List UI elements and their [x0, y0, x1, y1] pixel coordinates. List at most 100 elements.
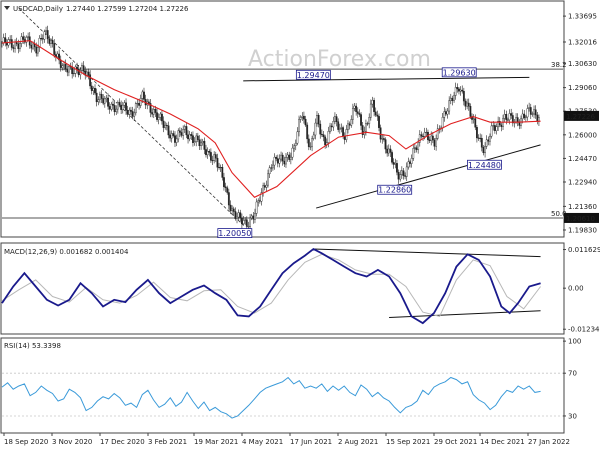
candle-up — [38, 38, 41, 48]
rsi-line — [1, 376, 541, 419]
candle-up — [528, 107, 531, 109]
candle-down — [90, 85, 93, 91]
candle-down — [112, 103, 114, 106]
x-tick-label: 3 Nov 2020 — [52, 438, 92, 446]
candle-down — [361, 125, 364, 135]
candle-down — [428, 139, 431, 142]
candle-down — [77, 69, 80, 76]
candle-up — [182, 129, 185, 136]
candle-down — [343, 135, 346, 140]
candle-up — [454, 87, 457, 96]
candle-down — [324, 136, 327, 146]
candle-up — [353, 105, 356, 109]
candle-down — [95, 92, 98, 103]
price-candles — [1, 25, 540, 231]
macd-line — [1, 247, 541, 325]
candle-up — [43, 31, 46, 40]
x-tick-label: 3 Feb 2021 — [148, 438, 187, 446]
candle-up — [381, 138, 384, 140]
candle-up — [296, 131, 299, 144]
candle-up — [449, 97, 452, 101]
candle-up — [312, 134, 315, 139]
candle-up — [410, 158, 413, 164]
y-tick-label: 1.19830 — [568, 226, 597, 234]
candle-up — [273, 156, 276, 166]
candle-up — [72, 73, 75, 75]
candle-down — [252, 215, 255, 220]
candle-up — [115, 108, 118, 113]
candle-down — [317, 115, 320, 125]
candle-up — [262, 185, 265, 193]
annotation-label: 1.29630 — [443, 68, 476, 77]
rsi-y-tick-label: 100 — [568, 338, 581, 346]
y-tick-label: 1.29060 — [568, 84, 597, 92]
candle-up — [497, 121, 500, 127]
price-trendlines — [18, 8, 541, 226]
candle-up — [85, 71, 88, 76]
x-tick-label: 4 May 2021 — [242, 438, 283, 446]
moving-average-line — [1, 40, 541, 198]
candle-up — [242, 220, 245, 225]
candle-down — [358, 113, 361, 115]
candle-down — [226, 187, 229, 193]
candle-up — [81, 65, 83, 71]
candle-up — [110, 103, 113, 110]
candle-up — [405, 166, 408, 177]
candle-down — [203, 140, 206, 150]
candle-down — [151, 112, 154, 115]
candle-down — [373, 100, 375, 113]
candle-down — [89, 74, 92, 87]
candle-down — [498, 121, 501, 126]
candle-down — [461, 89, 464, 92]
candle-down — [337, 121, 340, 130]
annotation-box — [377, 184, 413, 195]
candle-up — [206, 151, 209, 156]
candle-down — [156, 112, 158, 120]
x-tick-label: 27 Jan 2022 — [528, 438, 570, 446]
candle-down — [138, 103, 140, 106]
candle-down — [87, 71, 90, 75]
candle-down — [221, 167, 224, 178]
candle-up — [280, 154, 282, 160]
x-axis: 18 Sep 2020 3 Nov 2020 17 Dec 2020 3 Feb 20… — [3, 433, 570, 446]
candle-up — [524, 116, 527, 119]
macd-signal-line — [1, 253, 541, 317]
candle-down — [458, 88, 460, 92]
candle-up — [195, 135, 198, 142]
annotation-label: 1.20050 — [218, 229, 251, 238]
candle-up — [332, 121, 335, 128]
candle-down — [102, 98, 105, 104]
candle-down — [379, 127, 382, 140]
candle-down — [172, 133, 175, 136]
candle-up — [267, 173, 269, 186]
x-tick-label: 2 Aug 2021 — [338, 438, 378, 446]
rsi-series — [1, 376, 541, 419]
candle-down — [239, 212, 242, 219]
candle-up — [446, 110, 449, 115]
candle-down — [174, 135, 176, 143]
candle-down — [100, 93, 103, 99]
macd-trendline — [313, 248, 541, 258]
candle-up — [260, 192, 263, 202]
candle-down — [227, 192, 230, 206]
candle-up — [515, 117, 517, 123]
candle-up — [369, 103, 372, 118]
candle-down — [322, 134, 325, 138]
candle-down — [35, 46, 38, 54]
candle-up — [14, 42, 16, 49]
candle-down — [30, 44, 33, 49]
candle-down — [307, 138, 310, 147]
candle-down — [487, 139, 490, 142]
candle-down — [420, 134, 423, 137]
macd-series — [1, 247, 541, 325]
annotation-box — [467, 159, 502, 170]
candle-down — [198, 139, 201, 147]
candle-down — [479, 137, 482, 139]
candle-down — [208, 151, 211, 153]
candle-up — [368, 117, 371, 124]
candle-up — [301, 115, 304, 118]
candle-up — [453, 95, 455, 101]
candle-down — [12, 47, 15, 49]
candle-down — [64, 63, 67, 70]
candle-up — [99, 93, 101, 100]
